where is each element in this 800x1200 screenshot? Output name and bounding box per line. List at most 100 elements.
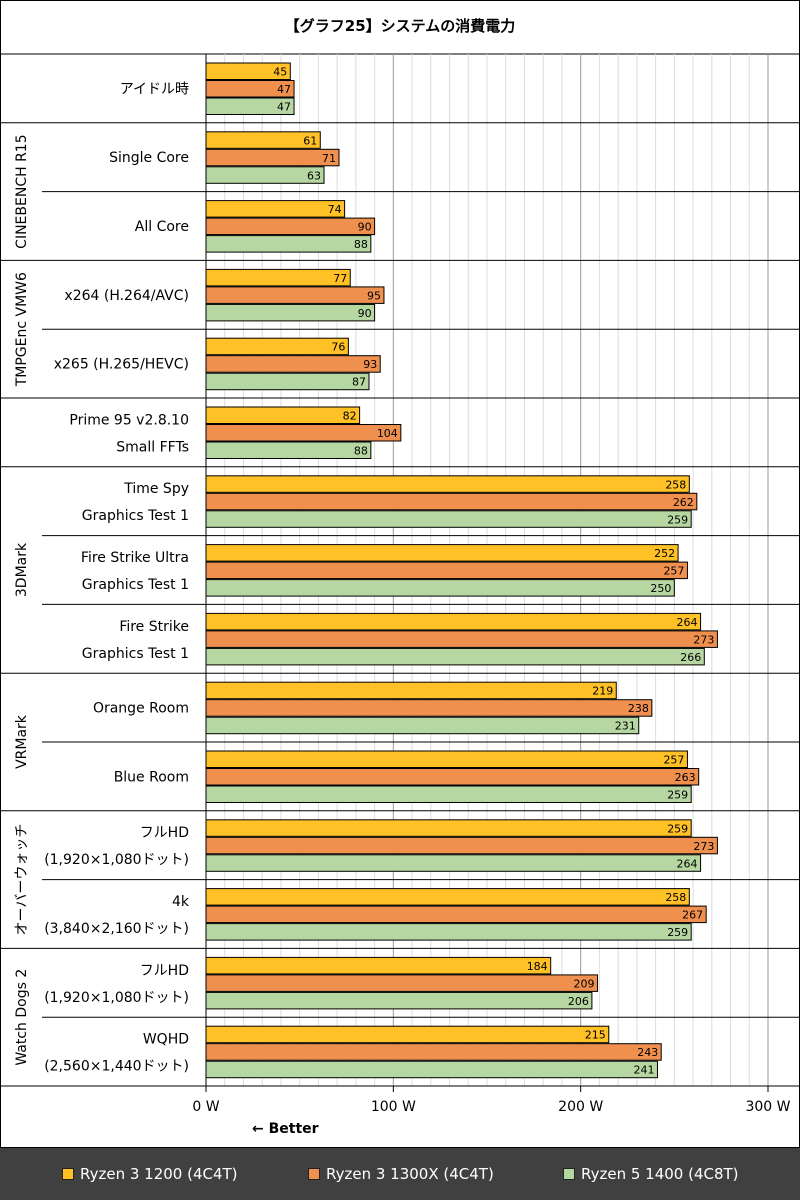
bar	[205, 956, 552, 975]
bar	[205, 750, 688, 768]
data-label: 61	[303, 134, 317, 147]
data-label: 273	[693, 840, 714, 853]
category-label: Blue Room	[114, 769, 189, 785]
data-label: 231	[615, 720, 636, 733]
legend-item-series-3: Ryzen 5 1400 (4C8T)	[563, 1148, 739, 1200]
category-label: x265 (H.265/HEVC)	[54, 357, 189, 373]
data-label: 259	[667, 822, 688, 835]
group-label: オーバーウォッチ	[14, 824, 30, 936]
category-label-line2: (3,840×2,160ドット)	[44, 921, 189, 937]
data-label: 63	[307, 169, 321, 182]
data-label: 90	[358, 221, 372, 234]
bar	[205, 681, 617, 700]
data-label: 82	[343, 410, 357, 423]
data-label: 238	[628, 702, 649, 715]
data-label: 264	[677, 857, 698, 870]
legend-swatch-series-1	[62, 1167, 74, 1180]
bar	[205, 1043, 662, 1061]
data-label: 263	[675, 771, 696, 784]
bar	[205, 1025, 610, 1044]
category-label-line2: (1,920×1,080ドット)	[44, 852, 189, 868]
category-label: x264 (H.264/AVC)	[64, 288, 189, 304]
bar	[205, 1060, 658, 1079]
data-label: 267	[682, 909, 703, 922]
bar	[205, 217, 376, 236]
data-label: 257	[663, 565, 684, 578]
category-label-line1: フルHD	[140, 825, 189, 841]
data-label: 259	[667, 789, 688, 802]
category-label-line2: Graphics Test 1	[82, 646, 189, 662]
bar	[205, 991, 593, 1010]
bar	[205, 974, 599, 992]
data-label: 264	[677, 616, 698, 629]
category-label-line2: (2,560×1,440ドット)	[44, 1059, 189, 1075]
category-label-line2: (1,920×1,080ドット)	[44, 990, 189, 1006]
chart-legend: Ryzen 3 1200 (4C4T) Ryzen 3 1300X (4C4T)…	[0, 1148, 800, 1200]
bar	[205, 337, 349, 356]
legend-label-series-3: Ryzen 5 1400 (4C8T)	[581, 1165, 739, 1183]
legend-item-series-2: Ryzen 3 1300X (4C4T)	[308, 1148, 494, 1200]
category-label-line1: Fire Strike	[119, 619, 189, 635]
x-tick-label: 0 W	[192, 1099, 219, 1115]
category-label-line1: Time Spy	[123, 481, 189, 497]
data-label: 258	[665, 891, 686, 904]
data-label: 206	[568, 995, 589, 1008]
data-label: 71	[322, 152, 336, 165]
data-label: 93	[363, 358, 377, 371]
x-tick-label: 300 W	[745, 1099, 790, 1115]
data-label: 104	[377, 427, 398, 440]
group-label: CINEBENCH R15	[14, 134, 30, 248]
data-label: 252	[654, 547, 675, 560]
category-label: アイドル時	[120, 81, 189, 97]
bar	[205, 768, 700, 786]
legend-item-series-1: Ryzen 3 1200 (4C4T)	[62, 1148, 238, 1200]
bar	[205, 372, 370, 391]
bar	[205, 475, 690, 493]
data-label: 95	[367, 289, 381, 302]
category-label-line2: Graphics Test 1	[82, 577, 189, 593]
data-label: 266	[680, 651, 701, 664]
category-label: All Core	[135, 219, 189, 235]
bar	[205, 699, 653, 717]
bar	[205, 612, 702, 631]
data-label: 257	[663, 754, 684, 767]
x-tick-label: 200 W	[558, 1099, 603, 1115]
data-label: 87	[352, 376, 366, 389]
group-label: VRMark	[14, 714, 30, 769]
data-label: 47	[277, 83, 291, 96]
group-label: 3DMark	[14, 542, 30, 597]
category-label: Single Core	[109, 150, 189, 166]
bar	[205, 579, 675, 597]
bar	[205, 355, 381, 373]
legend-label-series-2: Ryzen 3 1300X (4C4T)	[326, 1165, 494, 1183]
data-label: 45	[273, 66, 287, 79]
data-label: 241	[633, 1064, 654, 1077]
data-label: 74	[328, 203, 342, 216]
data-label: 258	[665, 478, 686, 491]
x-tick-label: 100 W	[371, 1099, 416, 1115]
bar	[205, 836, 718, 855]
bar	[205, 544, 679, 562]
legend-swatch-series-3	[563, 1167, 575, 1180]
data-label: 88	[354, 445, 368, 458]
bar	[205, 268, 351, 287]
legend-label-series-1: Ryzen 3 1200 (4C4T)	[80, 1165, 238, 1183]
category-label-line1: WQHD	[143, 1032, 189, 1048]
bar	[205, 561, 688, 580]
data-label: 88	[354, 238, 368, 251]
bar	[205, 923, 692, 941]
bar	[205, 647, 705, 666]
data-label: 259	[667, 926, 688, 939]
data-label: 262	[673, 496, 694, 509]
bar	[205, 630, 718, 648]
bar	[205, 888, 690, 906]
category-label-line1: Fire Strike Ultra	[81, 550, 189, 566]
data-label: 243	[637, 1046, 658, 1059]
group-label: TMPGEnc VMW6	[14, 272, 30, 387]
data-label: 219	[592, 685, 613, 698]
data-label: 90	[358, 307, 372, 320]
data-label: 250	[650, 582, 671, 595]
bar	[205, 406, 361, 424]
category-label-line1: Prime 95 v2.8.10	[69, 412, 189, 428]
bar	[205, 785, 692, 803]
